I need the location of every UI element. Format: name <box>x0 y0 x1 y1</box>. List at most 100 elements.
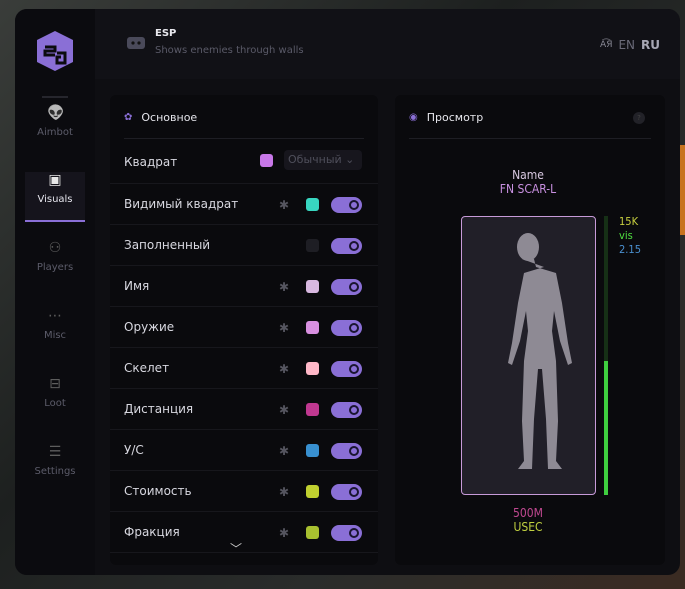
toggle-switch[interactable] <box>331 402 362 418</box>
row-label: Имя <box>124 279 150 293</box>
preview-name: Name <box>512 168 544 182</box>
health-bar <box>604 216 608 495</box>
sidebar-item-visuals[interactable]: ▣ Visuals <box>25 172 85 222</box>
toolbox-icon: ⊟ <box>49 376 61 392</box>
main-settings-panel: ✿ Основное Квадрат Обычный ⌄ Видимый квад… <box>110 95 378 565</box>
language-en[interactable]: EN <box>618 38 636 52</box>
chevron-down-icon: ⌄ <box>345 153 355 166</box>
row-label: Стоимость <box>124 484 192 498</box>
sidebar-item-label: Settings <box>34 466 76 477</box>
color-swatch[interactable] <box>306 362 319 375</box>
setting-row: Скелет ✱ <box>110 348 378 389</box>
toggle-switch[interactable] <box>331 525 362 541</box>
gear-icon[interactable]: ✱ <box>279 526 290 540</box>
row-label: Фракция <box>124 525 180 539</box>
preview-kd: 2.15 <box>619 243 642 256</box>
color-swatch[interactable] <box>306 321 319 334</box>
color-swatch[interactable] <box>306 485 319 498</box>
gear-icon[interactable]: ✱ <box>279 444 290 458</box>
preview-title: Просмотр <box>426 111 484 124</box>
app-window: 👽 Aimbot ▣ Visuals ⚇ Players ⋯ Misc ⊟ Loot ☰ Settin… <box>15 9 680 575</box>
users-icon: ⚇ <box>48 240 62 256</box>
sidebar: 👽 Aimbot ▣ Visuals ⚇ Players ⋯ Misc ⊟ Loot ☰ Settin… <box>15 9 95 575</box>
background-orange-element <box>679 145 685 235</box>
preview-weapon: FN SCAR-L <box>499 182 557 196</box>
setting-row: У/С ✱ <box>110 430 378 471</box>
color-swatch[interactable] <box>306 239 319 252</box>
eye-icon: ◉ <box>409 112 418 123</box>
vr-headset-icon: ▣ <box>48 172 62 188</box>
setting-row: Оружие ✱ <box>110 307 378 348</box>
color-swatch[interactable] <box>306 444 319 457</box>
row-label: Дистанция <box>124 402 194 416</box>
toggle-switch[interactable] <box>331 361 362 377</box>
setting-row: Заполненный <box>110 225 378 266</box>
panel-title: Основное <box>141 111 198 124</box>
row-label: Видимый квадрат <box>124 197 239 211</box>
row-label: Квадрат <box>124 155 178 169</box>
toggle-switch[interactable] <box>331 484 362 500</box>
setting-row: Имя ✱ <box>110 266 378 307</box>
gear-icon[interactable]: ✱ <box>279 198 290 212</box>
sidebar-item-loot[interactable]: ⊟ Loot <box>25 376 85 426</box>
setting-row: Дистанция ✱ <box>110 389 378 430</box>
row-label: Оружие <box>124 320 175 334</box>
setting-row: Фракция ✱ <box>110 512 378 553</box>
sidebar-item-misc[interactable]: ⋯ Misc <box>25 308 85 358</box>
sidebar-item-label: Aimbot <box>37 127 73 138</box>
sidebar-item-label: Players <box>36 262 74 273</box>
preview-faction: USEC <box>513 520 543 534</box>
box-mode-value: Обычный <box>288 153 342 166</box>
row-label: Скелет <box>124 361 170 375</box>
toggle-switch[interactable] <box>331 279 362 295</box>
preview-distance: 500M <box>513 506 543 520</box>
scroll-down-chevron-icon[interactable]: ﹀ <box>230 542 243 556</box>
box-mode-select[interactable]: Обычный ⌄ <box>284 150 362 170</box>
alien-icon: 👽 <box>47 105 65 121</box>
sidebar-divider <box>42 96 68 98</box>
color-swatch[interactable] <box>306 526 319 539</box>
sidebar-item-players[interactable]: ⚇ Players <box>25 240 85 290</box>
player-model <box>508 233 572 469</box>
gear-icon[interactable]: ✱ <box>279 485 290 499</box>
logo <box>37 31 73 71</box>
row-box: Квадрат Обычный ⌄ <box>110 143 378 184</box>
setting-row: Видимый квадрат ✱ <box>110 184 378 225</box>
color-swatch[interactable] <box>306 403 319 416</box>
gear-icon[interactable]: ✱ <box>279 362 290 376</box>
gear-icon[interactable]: ✱ <box>279 321 290 335</box>
sidebar-item-label: Misc <box>43 330 67 341</box>
vr-headset-icon <box>127 37 145 49</box>
preview-panel: ◉ Просмотр ? Name FN SCAR-L 15K vis 2.15 … <box>395 95 665 565</box>
sidebar-item-aimbot[interactable]: 👽 Aimbot <box>25 105 85 155</box>
header: ESP Shows enemies through walls A͡Я EN R… <box>95 9 680 79</box>
health-bar-fill <box>604 361 608 495</box>
toggle-switch[interactable] <box>331 443 362 459</box>
feature-title: ESP <box>155 28 177 39</box>
sidebar-item-label: Loot <box>44 398 66 409</box>
gear-icon: ✿ <box>124 112 133 123</box>
setting-row: Стоимость ✱ <box>110 471 378 512</box>
list-icon: ☰ <box>48 444 62 460</box>
toggle-switch[interactable] <box>331 320 362 336</box>
language-ru[interactable]: RU <box>641 38 660 52</box>
color-swatch[interactable] <box>306 198 319 211</box>
color-swatch[interactable] <box>260 154 273 167</box>
language-switcher: A͡Я EN RU <box>600 38 660 52</box>
gear-icon[interactable]: ✱ <box>279 403 290 417</box>
preview-box <box>461 216 596 495</box>
toggle-switch[interactable] <box>331 197 362 213</box>
color-swatch[interactable] <box>306 280 319 293</box>
row-label: У/С <box>124 443 144 457</box>
preview-visible: vis <box>619 229 633 242</box>
translate-icon: A͡Я <box>600 40 613 50</box>
feature-subtitle: Shows enemies through walls <box>155 45 304 56</box>
preview-value: 15K <box>619 215 639 228</box>
dots-icon: ⋯ <box>48 308 62 324</box>
row-label: Заполненный <box>124 238 211 252</box>
toggle-switch[interactable] <box>331 238 362 254</box>
gear-icon[interactable]: ✱ <box>279 280 290 294</box>
sidebar-item-settings[interactable]: ☰ Settings <box>25 444 85 494</box>
sidebar-item-label: Visuals <box>37 194 73 205</box>
help-icon[interactable]: ? <box>633 112 645 124</box>
